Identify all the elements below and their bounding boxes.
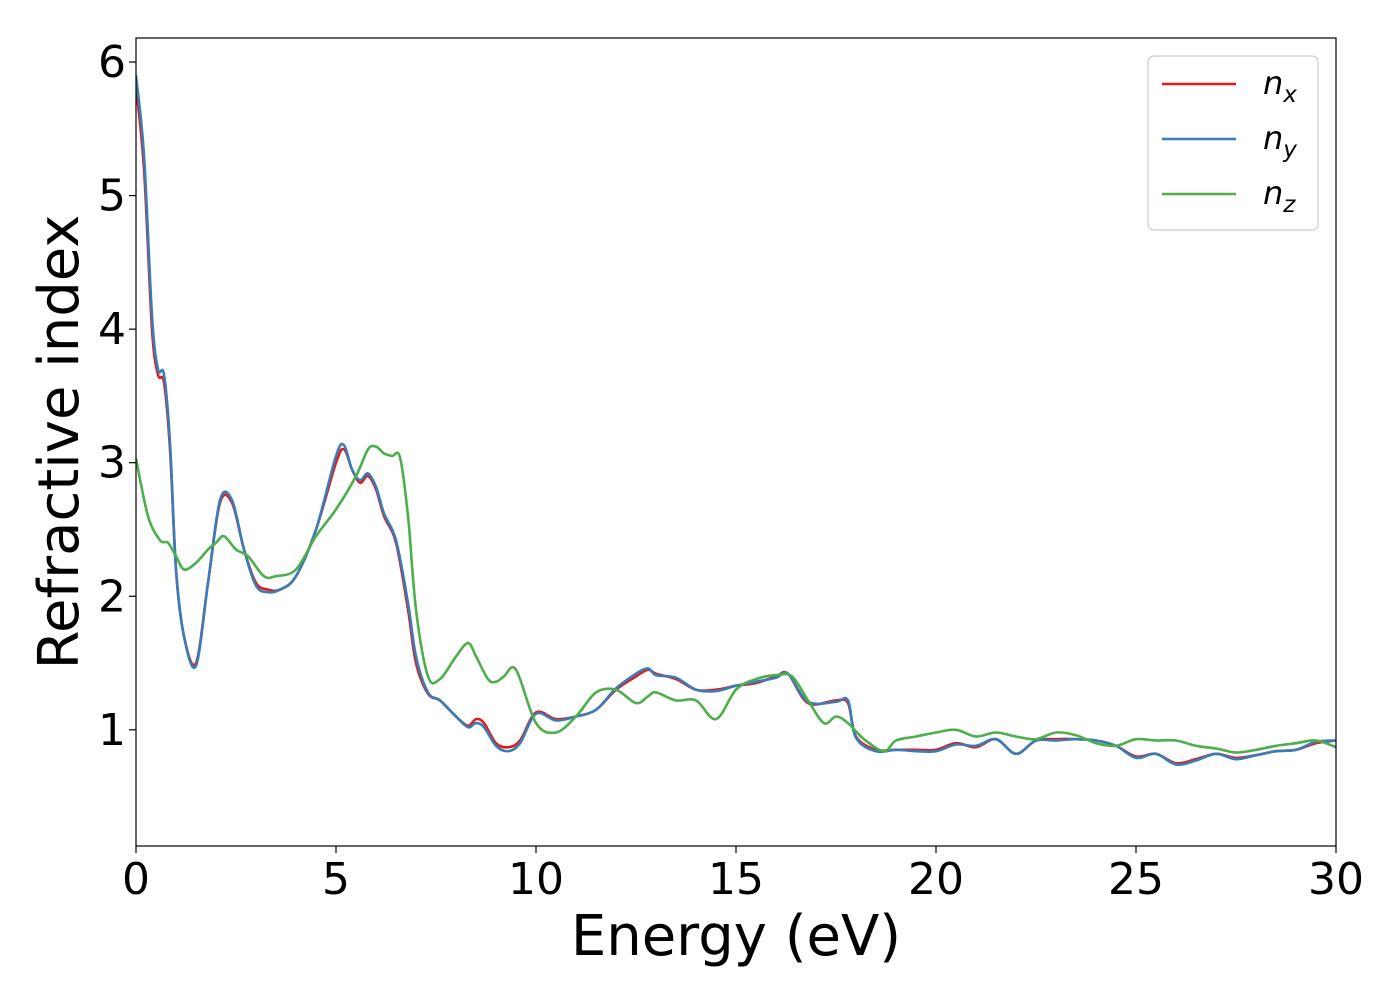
x-tick-label: 25	[1108, 854, 1164, 905]
x-axis-label: Energy (eV)	[571, 904, 901, 969]
legend-box	[1147, 55, 1319, 231]
series-line-nz	[136, 444, 1336, 754]
legend: nx ny nz	[1147, 55, 1319, 231]
y-tick-label: 3	[98, 438, 126, 489]
legend-label-nx: nx	[1263, 64, 1297, 108]
y-tick-label: 4	[98, 304, 126, 355]
y-tick-label: 5	[98, 171, 126, 222]
x-tick-label: 10	[508, 854, 564, 905]
legend-label-ny: ny	[1263, 119, 1297, 163]
y-tick-label: 1	[98, 705, 126, 756]
x-tick-label: 0	[122, 854, 150, 905]
y-axis-label: Refractive index	[27, 215, 92, 670]
x-tick-label: 5	[322, 854, 350, 905]
x-tick-label: 30	[1308, 854, 1364, 905]
series-line-ny	[136, 75, 1336, 767]
series-layer	[136, 75, 1336, 767]
ticks-layer: 0 5 10 15 20 25 30 1 2 3 4 5 6	[98, 37, 1364, 905]
x-tick-label: 15	[708, 854, 764, 905]
y-tick-label: 6	[98, 37, 126, 88]
legend-label-nz: nz	[1263, 174, 1296, 218]
x-tick-label: 20	[908, 854, 964, 905]
y-tick-label: 2	[98, 571, 126, 622]
